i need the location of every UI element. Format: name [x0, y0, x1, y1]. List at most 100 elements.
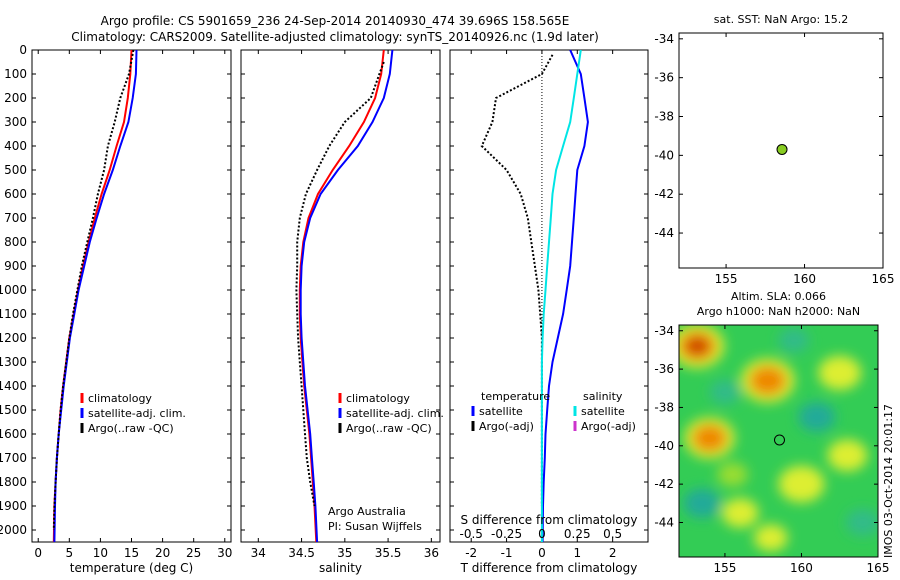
sla_map-ytick-label: -44 — [654, 515, 674, 529]
salinity-xtick-label: 34.5 — [288, 546, 315, 560]
temperature-xtick-label: 5 — [65, 546, 73, 560]
temperature-series-argo-raw-qc- — [52, 49, 135, 531]
salinity-legend-label: Argo(..raw -QC) — [346, 422, 432, 435]
salinity-legend-label: satellite-adj. clim. — [346, 407, 444, 420]
sla-map-anomaly-mid — [749, 365, 787, 396]
sst_map-ytick-label: -44 — [654, 226, 674, 240]
difference-series-temperature-satellite — [541, 49, 589, 543]
temperature-legend-label: Argo(..raw -QC) — [88, 422, 174, 435]
difference-legend-label: Argo(-adj) — [581, 420, 636, 433]
temperature-ytick-label: 2000 — [0, 523, 27, 537]
temperature-ytick-label: 1500 — [0, 403, 27, 417]
sla_map-xtick-label: 165 — [867, 561, 890, 575]
temperature-ytick-label: 600 — [4, 187, 27, 201]
temperature-ytick-label: 1000 — [0, 283, 27, 297]
sla-map-anomaly — [717, 462, 748, 487]
sla_map-ytick-label: -40 — [654, 439, 674, 453]
imos-watermark: IMOS 03-Oct-2014 20:01:17 — [882, 404, 895, 558]
sla-map-anomaly — [778, 465, 825, 503]
salinity-xtick-label: 36 — [424, 546, 439, 560]
figure-title-line2: Climatology: CARS2009. Satellite-adjuste… — [71, 30, 599, 44]
difference-legend-label: Argo(-adj) — [479, 420, 534, 433]
temperature-ytick-label: 300 — [4, 115, 27, 129]
temperature-ytick-label: 800 — [4, 235, 27, 249]
sla-map-title-line2: Argo h1000: NaN h2000: NaN — [697, 305, 860, 318]
sla-map-anomaly — [754, 524, 788, 552]
salinity-series-argo-raw-qc- — [295, 61, 385, 507]
temperature-ytick-label: 100 — [4, 67, 27, 81]
sst_map-ytick-label: -36 — [654, 71, 674, 85]
sst_map-ytick-label: -40 — [654, 148, 674, 162]
difference-xtick-label: 1 — [573, 546, 581, 560]
salinity-xtick-label: 34 — [251, 546, 266, 560]
sla-map-anomaly — [709, 379, 741, 405]
difference-salinity-tick-label: -0.5 — [460, 527, 483, 541]
sla_map-xtick-label: 155 — [713, 561, 736, 575]
temperature-ytick-label: 1900 — [0, 499, 27, 513]
difference-salinity-tick-label: -0.25 — [491, 527, 522, 541]
sla-map-panel: 155 160 165 -34 -36 -38 -40 -42 -44 Altim. SLA: 0… — [654, 290, 889, 575]
difference-xtick-label: -1 — [501, 546, 513, 560]
sla-map-anomaly — [818, 355, 862, 391]
difference-legend-temperature-title: temperature — [481, 390, 550, 403]
temperature-xtick-label: 15 — [124, 546, 139, 560]
salinity-series-satellite-adj-clim- — [299, 49, 394, 543]
temperature-xtick-label: 30 — [217, 546, 232, 560]
salinity-annotation-line2: PI: Susan Wijffels — [328, 520, 422, 533]
sla_map-axes-box — [678, 324, 879, 558]
sla-map-anomaly — [721, 498, 759, 528]
salinity-xtick-label: 35.5 — [375, 546, 402, 560]
sla-map-anomaly — [778, 328, 810, 353]
difference-legend-salinity-title: salinity — [583, 390, 623, 403]
difference-series-salinity-satellite — [540, 49, 582, 542]
temperature-ytick-label: 1200 — [0, 331, 27, 345]
sla-map-anomaly — [683, 488, 721, 519]
sst_map-xtick-label: 160 — [793, 272, 816, 286]
sla-map-anomaly — [798, 402, 836, 432]
difference-salinity-tick-label: 0.25 — [564, 527, 591, 541]
difference-axes-box — [449, 49, 649, 543]
salinity-xtick-label: 35 — [337, 546, 352, 560]
figure-title-line1: Argo profile: CS 5901659_236 24-Sep-2014… — [101, 14, 570, 28]
difference-xlabel-top: S difference from climatology — [461, 513, 638, 527]
sla-map-anomaly — [827, 439, 868, 472]
temperature-ytick-label: 1600 — [0, 427, 27, 441]
sla-map-anomaly-core — [686, 336, 709, 356]
difference-panel: -2 -1 0 1 2T difference from climatology -0.5… — [449, 49, 649, 575]
temperature-axes-box — [31, 49, 232, 543]
sst-map-panel: 155 160 165 -34 -36 -38 -40 -42 -44 sat. SST: NaN… — [654, 13, 894, 286]
temperature-ytick-label: 1100 — [0, 307, 27, 321]
salinity-legend-label: climatology — [346, 392, 410, 405]
sla_map-xtick-label: 160 — [790, 561, 813, 575]
sst_map-xtick-label: 165 — [872, 272, 895, 286]
temperature-xtick-label: 0 — [34, 546, 42, 560]
salinity-panel: 34 34.5 35 35.5 36 salinity climatology satelli… — [240, 49, 444, 575]
sla-map-anomaly-mid — [692, 424, 727, 452]
sst_map-ytick-label: -38 — [654, 110, 674, 124]
temperature-ytick-label: 0 — [19, 43, 27, 57]
difference-xtick-label: 2 — [609, 546, 617, 560]
temperature-ytick-label: 400 — [4, 139, 27, 153]
sla-map-title-line1: Altim. SLA: 0.066 — [731, 290, 826, 303]
sla-map-field — [679, 325, 878, 557]
temperature-ytick-label: 1300 — [0, 355, 27, 369]
sst_map-axes-box — [678, 32, 884, 269]
temperature-ytick-label: 1800 — [0, 475, 27, 489]
temperature-series-climatology — [52, 49, 133, 543]
difference-salinity-tick-label: 0 — [538, 527, 546, 541]
difference-legend-label: satellite — [479, 405, 523, 418]
sla-map-argo-marker — [773, 434, 785, 446]
sla_map-ytick-label: -36 — [654, 362, 674, 376]
difference-salinity-tick-label: 0.5 — [603, 527, 622, 541]
temperature-ytick-label: 1700 — [0, 451, 27, 465]
sst-map-argo-marker — [776, 143, 788, 155]
temperature-xtick-label: 20 — [155, 546, 170, 560]
temperature-legend-label: satellite-adj. clim. — [88, 407, 186, 420]
temperature-xlabel: temperature (deg C) — [70, 561, 193, 575]
temperature-ytick-label: 200 — [4, 91, 27, 105]
sla_map-ytick-label: -34 — [654, 324, 674, 338]
difference-legend-label: satellite — [581, 405, 625, 418]
sst-map-title: sat. SST: NaN Argo: 15.2 — [714, 13, 848, 26]
temperature-panel: 0 5 10 15 20 25 300100200300400500600700800900… — [0, 43, 232, 575]
